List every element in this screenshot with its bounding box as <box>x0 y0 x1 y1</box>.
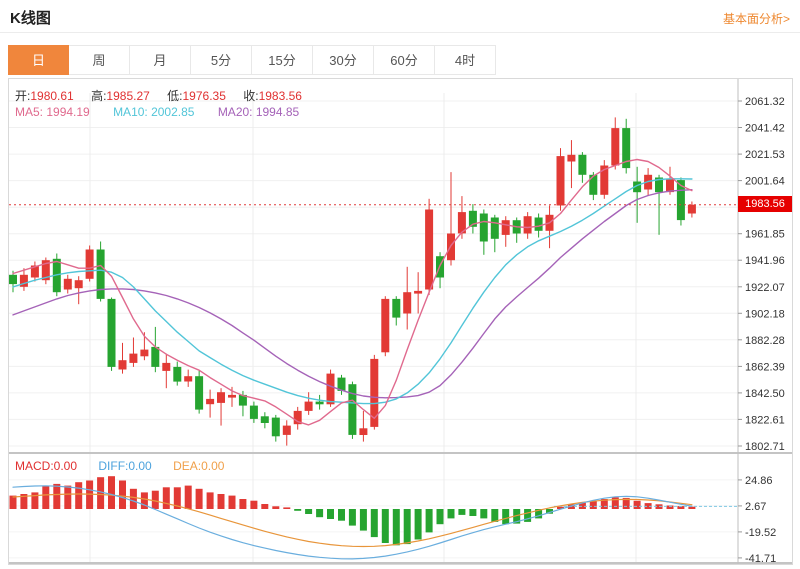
tab-15min[interactable]: 15分 <box>252 45 313 75</box>
tab-30min[interactable]: 30分 <box>313 45 374 75</box>
low-label: 低: <box>167 89 183 103</box>
page-title: K线图 <box>10 10 51 27</box>
low-value: 1976.35 <box>182 89 226 103</box>
current-price-tag: 1983.56 <box>738 196 792 212</box>
tab-month[interactable]: 月 <box>130 45 191 75</box>
close-value: 1983.56 <box>258 89 302 103</box>
svg-text:1961.85: 1961.85 <box>745 229 785 241</box>
open-label: 开: <box>15 89 31 103</box>
svg-text:1842.50: 1842.50 <box>745 388 785 400</box>
timeframe-tab-bar: 日 周 月 5分 15分 30分 60分 4时 <box>8 45 496 75</box>
svg-text:2021.53: 2021.53 <box>745 149 785 161</box>
svg-text:1941.96: 1941.96 <box>745 255 785 267</box>
open-value: 1980.61 <box>30 89 74 103</box>
ma5-legend: MA5: 1994.19 <box>15 105 90 119</box>
svg-text:2041.42: 2041.42 <box>745 123 785 135</box>
svg-text:2061.32: 2061.32 <box>745 96 785 108</box>
svg-text:24.86: 24.86 <box>745 475 773 487</box>
high-value: 1985.27 <box>106 89 150 103</box>
svg-text:1822.61: 1822.61 <box>745 414 785 426</box>
chart-container: 2061.322041.422021.532001.641981.741961.… <box>8 78 793 565</box>
macd-value-legend: MACD:0.00 <box>15 459 78 473</box>
tab-5min[interactable]: 5分 <box>191 45 252 75</box>
ma10-legend: MA10: 2002.85 <box>113 105 195 119</box>
high-label: 高: <box>91 89 107 103</box>
ohlc-info-bar: 开:1980.61 高:1985.27 低:1976.35 收:1983.56 <box>15 87 316 104</box>
tab-60min[interactable]: 60分 <box>374 45 435 75</box>
macd-legend-bar: MACD:0.00 DIFF:0.00 DEA:0.00 <box>15 459 224 473</box>
tab-week[interactable]: 周 <box>69 45 130 75</box>
tab-4hour[interactable]: 4时 <box>435 45 496 75</box>
tab-day[interactable]: 日 <box>8 45 69 75</box>
svg-text:-19.52: -19.52 <box>745 527 776 539</box>
svg-text:2001.64: 2001.64 <box>745 176 785 188</box>
svg-text:-41.71: -41.71 <box>745 553 776 564</box>
header-divider <box>0 32 800 33</box>
svg-text:1922.07: 1922.07 <box>745 282 785 294</box>
svg-text:1802.71: 1802.71 <box>745 441 785 453</box>
svg-text:2.67: 2.67 <box>745 501 766 513</box>
ma20-legend: MA20: 1994.85 <box>217 105 300 119</box>
svg-text:1902.18: 1902.18 <box>745 308 785 320</box>
fundamental-analysis-link[interactable]: 基本面分析> <box>722 12 790 26</box>
svg-text:1882.28: 1882.28 <box>745 335 785 347</box>
ma-legend-bar: MA5: 1994.19 MA10: 2002.85 MA20: 1994.85 <box>15 105 299 119</box>
close-label: 收: <box>243 89 259 103</box>
svg-text:1862.39: 1862.39 <box>745 361 785 373</box>
diff-value-legend: DIFF:0.00 <box>98 459 152 473</box>
dea-value-legend: DEA:0.00 <box>173 459 225 473</box>
chart-canvas[interactable]: 2061.322041.422021.532001.641981.741961.… <box>9 79 792 564</box>
